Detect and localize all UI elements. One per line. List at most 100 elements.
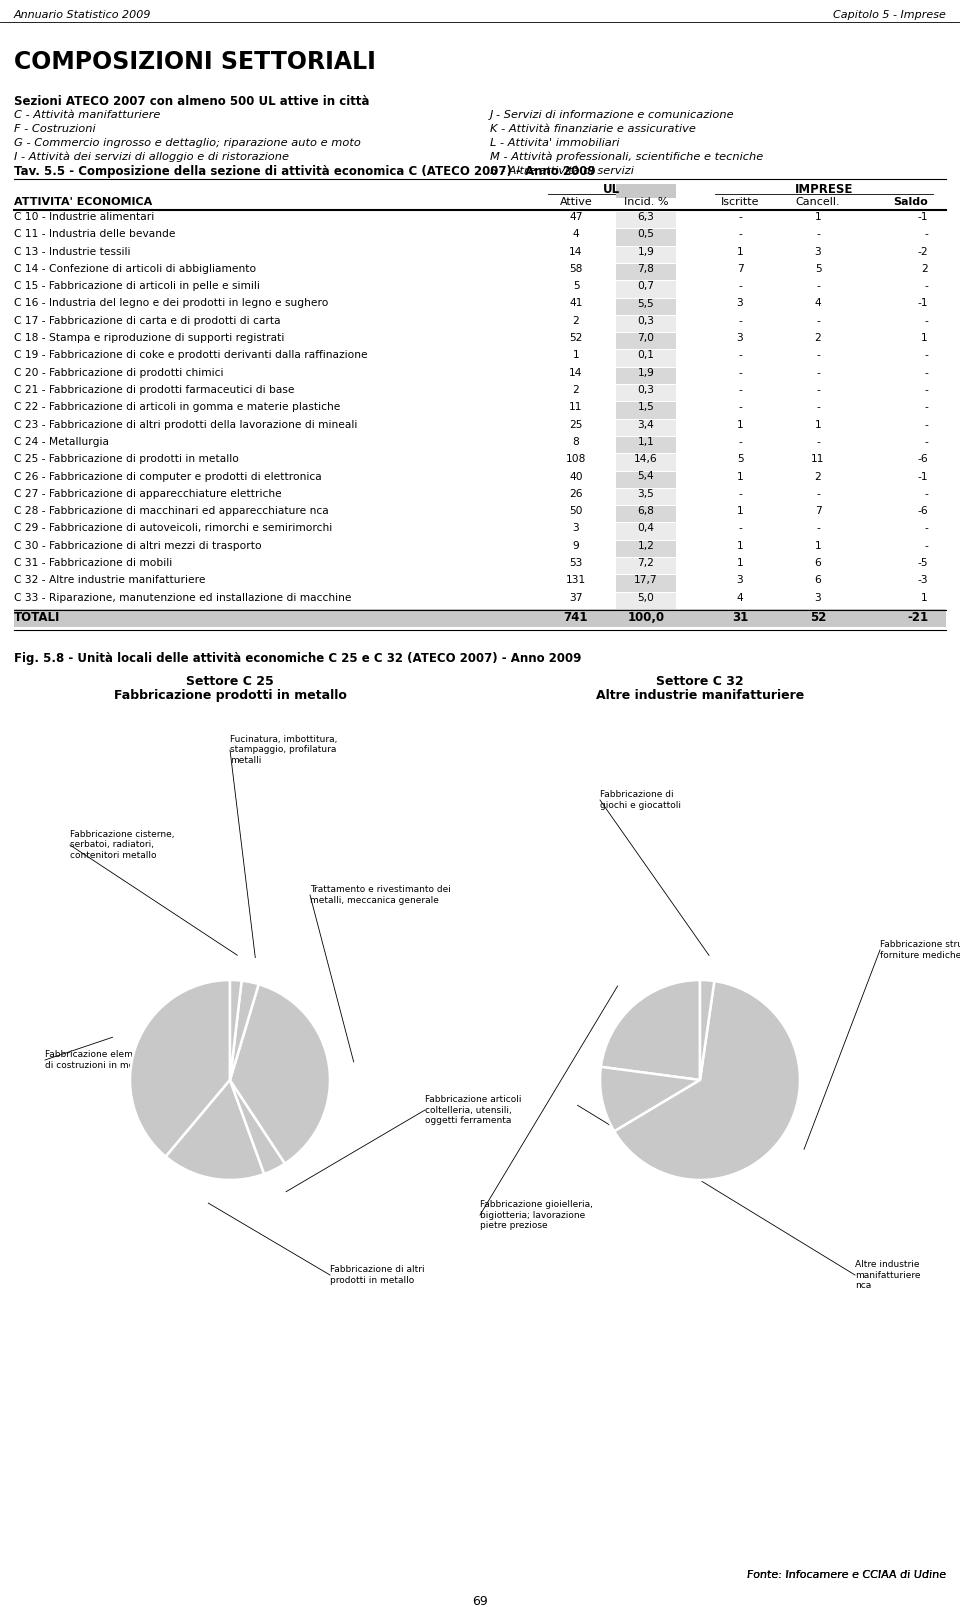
Wedge shape [230, 1080, 285, 1175]
Text: 7: 7 [736, 264, 743, 273]
Text: 4: 4 [736, 593, 743, 603]
Text: 1,5: 1,5 [637, 402, 655, 413]
Text: 5,5: 5,5 [637, 299, 655, 309]
Text: -: - [924, 281, 928, 291]
Text: Cancell.: Cancell. [796, 198, 840, 207]
Text: ATTIVITA' ECONOMICA: ATTIVITA' ECONOMICA [14, 198, 153, 207]
Bar [616, 540, 676, 558]
Text: 1: 1 [572, 350, 580, 360]
Text: 26: 26 [569, 489, 583, 498]
Text: 9: 9 [572, 540, 580, 551]
Text: 31: 31 [732, 611, 748, 624]
Text: C 23 - Fabbricazione di altri prodotti della lavorazione di mineali: C 23 - Fabbricazione di altri prodotti d… [14, 419, 357, 429]
Text: -: - [738, 386, 742, 395]
Text: 1,1: 1,1 [637, 437, 655, 447]
Text: 2: 2 [572, 386, 580, 395]
Text: 3: 3 [815, 246, 822, 257]
Text: C 20 - Fabbricazione di prodotti chimici: C 20 - Fabbricazione di prodotti chimici [14, 368, 224, 378]
Text: Settore C 32: Settore C 32 [657, 675, 744, 688]
Text: 11: 11 [811, 455, 825, 464]
Text: 1: 1 [815, 540, 822, 551]
Bar [14, 609, 946, 627]
Text: 0,4: 0,4 [637, 524, 655, 534]
Text: -3: -3 [918, 575, 928, 585]
Text: -1: -1 [918, 299, 928, 309]
Bar [616, 506, 676, 522]
Bar [616, 368, 676, 384]
Text: -: - [924, 230, 928, 239]
Text: 1: 1 [815, 212, 822, 222]
Text: 7,0: 7,0 [637, 333, 655, 344]
Bar [616, 299, 676, 315]
Text: 18: 18 [209, 1149, 225, 1159]
Text: 3: 3 [815, 593, 822, 603]
Wedge shape [614, 980, 800, 1180]
Text: C 30 - Fabbricazione di altri mezzi di trasporto: C 30 - Fabbricazione di altri mezzi di t… [14, 540, 262, 551]
Text: 5: 5 [736, 455, 743, 464]
Text: 6: 6 [815, 558, 822, 567]
Text: -1: -1 [918, 212, 928, 222]
Text: C 27 - Fabbricazione di apparecchiature elettriche: C 27 - Fabbricazione di apparecchiature … [14, 489, 281, 498]
Text: M - Attività professionali, scientifiche e tecniche: M - Attività professionali, scientifiche… [490, 153, 763, 162]
Text: 2: 2 [922, 264, 928, 273]
Text: C 31 - Fabbricazione di mobili: C 31 - Fabbricazione di mobili [14, 558, 172, 567]
Text: 1,2: 1,2 [637, 540, 655, 551]
Text: 30: 30 [643, 1019, 659, 1028]
Text: 41: 41 [569, 299, 583, 309]
Text: Fabbricazione cisterne,
serbatoi, radiatori,
contenitori metallo: Fabbricazione cisterne, serbatoi, radiat… [70, 831, 175, 860]
Text: 1: 1 [736, 506, 743, 516]
Text: -5: -5 [918, 558, 928, 567]
Text: 2: 2 [572, 317, 580, 326]
Text: -1: -1 [918, 471, 928, 482]
Text: -: - [738, 281, 742, 291]
Text: C - Attività manifatturiere: C - Attività manifatturiere [14, 109, 160, 121]
Text: 1: 1 [922, 593, 928, 603]
Text: 0,1: 0,1 [637, 350, 655, 360]
Text: 50: 50 [569, 506, 583, 516]
Wedge shape [230, 980, 242, 1080]
Text: -: - [738, 212, 742, 222]
Text: -: - [924, 386, 928, 395]
Text: -: - [738, 402, 742, 413]
Text: IMPRESE: IMPRESE [795, 183, 853, 196]
Text: 3: 3 [736, 333, 743, 344]
Bar [616, 350, 676, 366]
Text: 3: 3 [241, 1001, 249, 1011]
Bar [616, 471, 676, 489]
Text: 14: 14 [569, 246, 583, 257]
Text: Fabbricazione elementi
di costruzioni in metallo: Fabbricazione elementi di costruzioni in… [45, 1051, 155, 1070]
Text: -: - [816, 281, 820, 291]
Text: C 21 - Fabbricazione di prodotti farmaceutici di base: C 21 - Fabbricazione di prodotti farmace… [14, 386, 295, 395]
Text: Incid. %: Incid. % [624, 198, 668, 207]
Bar [616, 402, 676, 418]
Text: Fabbricazione di altri
prodotti in metallo: Fabbricazione di altri prodotti in metal… [330, 1265, 424, 1284]
Text: 52: 52 [810, 611, 827, 624]
Text: 7,8: 7,8 [637, 264, 655, 273]
Text: 17,7: 17,7 [635, 575, 658, 585]
Text: L - Attivita' immobiliari: L - Attivita' immobiliari [490, 138, 619, 148]
Text: 5: 5 [573, 281, 579, 291]
Text: Altre industrie
manifatturiere
nca: Altre industrie manifatturiere nca [855, 1260, 921, 1290]
Text: 1: 1 [736, 419, 743, 429]
Text: 5,4: 5,4 [637, 471, 655, 482]
Text: 14: 14 [569, 368, 583, 378]
Text: 2: 2 [230, 1000, 238, 1011]
Text: C 24 - Metallurgia: C 24 - Metallurgia [14, 437, 109, 447]
Text: -: - [738, 489, 742, 498]
Text: -: - [816, 402, 820, 413]
Text: Fonte: Infocamere e CCIAA di Udine: Fonte: Infocamere e CCIAA di Udine [747, 1570, 946, 1580]
Wedge shape [601, 980, 700, 1080]
Wedge shape [230, 980, 258, 1080]
Text: 1: 1 [736, 540, 743, 551]
Text: Tav. 5.5 - Composizione della sezione di attività economica C (ATECO 2007) - Ann: Tav. 5.5 - Composizione della sezione di… [14, 166, 595, 178]
Text: -: - [816, 350, 820, 360]
Text: -: - [924, 524, 928, 534]
Bar [616, 183, 676, 198]
Wedge shape [230, 983, 330, 1163]
Text: 1: 1 [922, 333, 928, 344]
Text: Fabbricazione gioielleria,
bigiotteria; lavorazione
pietre preziose: Fabbricazione gioielleria, bigiotteria; … [480, 1200, 593, 1229]
Text: 3: 3 [702, 1000, 709, 1011]
Text: Iscritte: Iscritte [721, 198, 759, 207]
Bar [616, 317, 676, 333]
Text: 37: 37 [569, 593, 583, 603]
